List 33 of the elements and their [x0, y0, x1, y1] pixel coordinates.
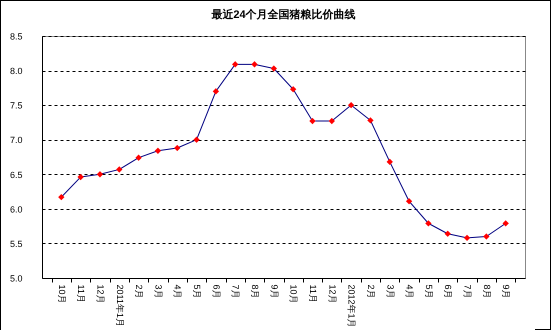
x-tick-label: 7月: [462, 284, 473, 299]
x-tick-label: 8月: [250, 284, 260, 299]
x-tick-label: 3月: [385, 284, 396, 299]
y-tick-label: 8.5: [10, 32, 22, 42]
x-tick-label: 6月: [211, 284, 222, 299]
x-tick-label: 4月: [172, 284, 183, 299]
x-tick-label: 11月: [308, 284, 318, 303]
x-tick-label: 2月: [366, 284, 376, 299]
y-tick-label: 7.5: [10, 100, 22, 111]
x-tick-label: 12月: [327, 284, 338, 304]
x-tick-label: 2012年1月: [346, 284, 357, 328]
x-tick-label: 2011年1月: [114, 284, 125, 327]
y-tick-label: 8.0: [10, 66, 22, 76]
x-tick-label: 12月: [95, 284, 106, 304]
x-tick-label: 5月: [192, 284, 202, 299]
y-tick-label: 6.0: [10, 204, 22, 214]
chart-title: 最近24个月全国猪粮比价曲线: [210, 8, 356, 21]
x-tick-label: 8月: [482, 284, 492, 299]
x-tick-label: 4月: [404, 284, 415, 299]
x-tick-label: 11月: [76, 284, 86, 303]
x-tick-label: 10月: [288, 284, 299, 304]
x-tick-label: 2月: [134, 284, 144, 299]
y-tick-label: 7.0: [10, 135, 22, 146]
x-tick-label: 10月: [56, 284, 67, 304]
x-tick-label: 6月: [443, 284, 454, 299]
x-tick-label: 3月: [153, 284, 164, 299]
y-tick-label: 5.5: [10, 238, 22, 249]
y-tick-label: 5.0: [10, 274, 22, 284]
y-tick-label: 6.5: [10, 170, 22, 180]
x-tick-label: 9月: [269, 284, 280, 299]
x-tick-label: 7月: [230, 284, 241, 299]
x-tick-label: 5月: [424, 284, 434, 299]
x-tick-label: 9月: [501, 284, 512, 299]
